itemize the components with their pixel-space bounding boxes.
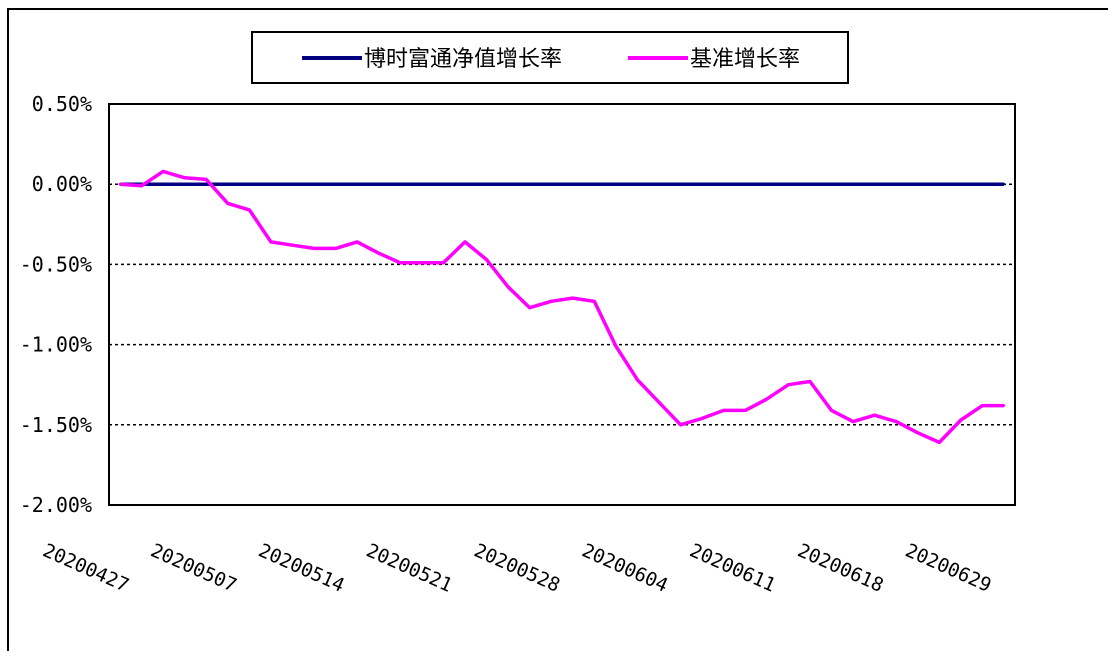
point-benchmark bbox=[118, 183, 122, 186]
y-tick-label: -1.50% bbox=[20, 413, 92, 437]
legend-label-fund: 博时富通净值增长率 bbox=[364, 47, 562, 72]
point-benchmark bbox=[420, 261, 424, 264]
point-fund bbox=[485, 183, 488, 186]
point-benchmark bbox=[981, 404, 984, 407]
point-benchmark bbox=[140, 184, 143, 188]
point-fund bbox=[506, 183, 510, 186]
point-fund bbox=[226, 183, 230, 186]
point-fund bbox=[571, 183, 574, 186]
point-fund bbox=[938, 183, 941, 186]
point-fund bbox=[765, 183, 769, 186]
point-benchmark bbox=[377, 251, 380, 255]
point-benchmark bbox=[161, 170, 165, 173]
point-benchmark bbox=[226, 202, 230, 205]
point-fund bbox=[269, 183, 273, 186]
legend-label-benchmark: 基准增长率 bbox=[690, 47, 800, 72]
point-benchmark bbox=[442, 261, 445, 264]
point-fund bbox=[183, 183, 186, 186]
point-fund bbox=[442, 183, 445, 186]
point-benchmark bbox=[269, 240, 273, 244]
point-benchmark bbox=[291, 243, 294, 247]
point-benchmark bbox=[851, 420, 855, 423]
point-fund bbox=[981, 183, 984, 186]
legend: 博时富通净值增长率 基准增长率 bbox=[251, 31, 849, 84]
point-fund bbox=[873, 183, 876, 186]
point-fund bbox=[593, 183, 596, 186]
point-fund bbox=[334, 183, 337, 186]
y-tick-label: -1.00% bbox=[20, 333, 92, 357]
point-benchmark bbox=[808, 380, 812, 383]
point-benchmark bbox=[183, 176, 186, 179]
point-fund bbox=[851, 183, 855, 186]
point-fund bbox=[744, 183, 747, 186]
point-fund bbox=[830, 183, 833, 186]
point-fund bbox=[657, 183, 661, 186]
point-fund bbox=[161, 183, 165, 186]
point-benchmark bbox=[248, 208, 251, 212]
point-fund bbox=[636, 183, 639, 186]
point-benchmark bbox=[657, 401, 661, 404]
point-fund bbox=[291, 183, 294, 186]
y-tick-label: -2.00% bbox=[20, 493, 92, 517]
point-benchmark bbox=[571, 296, 574, 300]
point-fund bbox=[248, 183, 251, 186]
point-benchmark bbox=[334, 247, 337, 250]
point-fund bbox=[614, 183, 618, 186]
point-benchmark bbox=[1002, 404, 1006, 407]
point-benchmark bbox=[959, 418, 963, 422]
point-fund bbox=[894, 183, 898, 186]
point-fund bbox=[679, 183, 682, 186]
point-fund bbox=[463, 183, 467, 186]
point-benchmark bbox=[636, 378, 639, 382]
point-fund bbox=[205, 183, 208, 186]
point-benchmark bbox=[312, 247, 316, 250]
point-fund bbox=[1002, 183, 1006, 186]
point-benchmark bbox=[463, 240, 467, 244]
point-fund bbox=[787, 183, 790, 186]
point-fund bbox=[420, 183, 424, 186]
point-benchmark bbox=[744, 409, 747, 412]
y-axis-ticks: 0.50% 0.00% -0.50% -1.00% -1.50% -2.00% bbox=[20, 92, 92, 517]
point-fund bbox=[399, 183, 402, 186]
y-tick-label: -0.50% bbox=[20, 252, 92, 276]
point-fund bbox=[528, 183, 531, 186]
point-benchmark bbox=[765, 397, 769, 401]
point-fund bbox=[959, 183, 963, 186]
point-benchmark bbox=[205, 178, 208, 181]
plot-area bbox=[108, 103, 1016, 506]
point-benchmark bbox=[830, 409, 833, 412]
point-fund bbox=[700, 183, 704, 186]
point-benchmark bbox=[722, 409, 725, 412]
point-benchmark bbox=[614, 345, 618, 348]
y-tick-label: 0.50% bbox=[32, 92, 92, 116]
point-benchmark bbox=[355, 240, 359, 244]
point-fund bbox=[916, 183, 919, 186]
point-benchmark bbox=[916, 431, 919, 435]
point-fund bbox=[355, 183, 359, 186]
point-benchmark bbox=[485, 258, 488, 261]
y-tick-label: 0.00% bbox=[32, 172, 92, 196]
point-fund bbox=[377, 183, 380, 186]
point-benchmark bbox=[873, 413, 876, 417]
series-layer bbox=[118, 169, 1006, 445]
point-fund bbox=[722, 183, 725, 186]
point-fund bbox=[550, 183, 553, 186]
point-benchmark bbox=[593, 300, 596, 303]
point-benchmark bbox=[679, 423, 682, 426]
point-benchmark bbox=[787, 383, 790, 386]
point-benchmark bbox=[528, 306, 531, 309]
point-benchmark bbox=[700, 417, 704, 420]
point-benchmark bbox=[506, 285, 510, 289]
point-benchmark bbox=[399, 261, 402, 264]
point-benchmark bbox=[550, 300, 553, 303]
point-fund bbox=[808, 183, 812, 186]
series-line-benchmark bbox=[119, 169, 1004, 445]
point-benchmark bbox=[894, 420, 898, 423]
point-fund bbox=[312, 183, 316, 186]
point-benchmark bbox=[938, 441, 941, 444]
legend-box bbox=[251, 31, 849, 84]
